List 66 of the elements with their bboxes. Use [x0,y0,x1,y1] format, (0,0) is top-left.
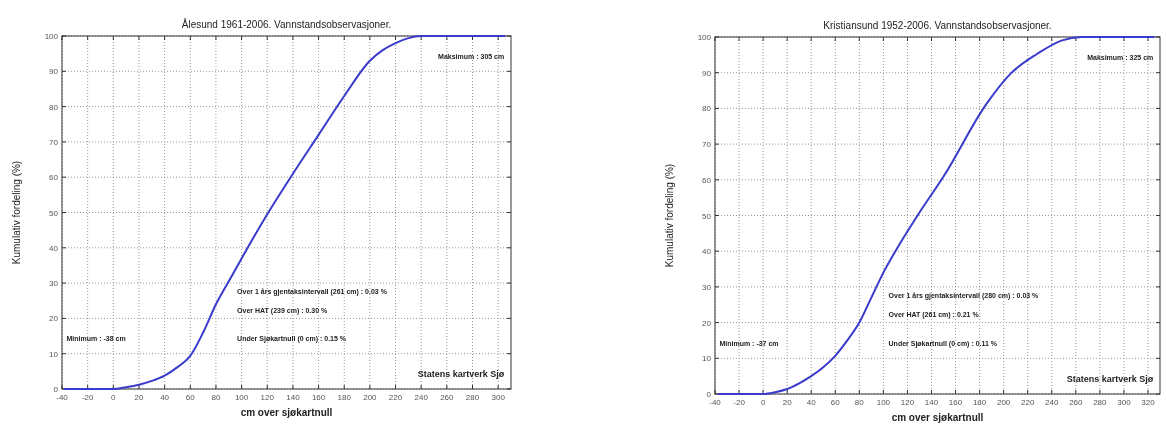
y-axis-title: Kumulativ fordeling (%) [11,160,22,265]
x-tick-label: 300 [1117,398,1132,407]
y-tick-label: 10 [49,349,59,359]
x-tick-label: -40 [709,398,722,407]
x-axis-title: cm over sjøkartnull [891,412,984,423]
x-tick-label: 280 [465,393,480,402]
annotation: Statens kartverk Sjø [417,368,505,379]
y-tick-label: 60 [49,173,59,183]
x-tick-label: 80 [854,398,865,407]
x-tick-label: 260 [1069,398,1084,407]
y-tick-label: 20 [702,318,712,328]
x-tick-label: 300 [491,393,506,402]
y-tick-label: 60 [702,175,712,185]
y-tick-label: 70 [702,140,712,150]
y-tick-label: 50 [49,208,59,218]
x-tick-label: 280 [1093,398,1108,407]
y-tick-label: 40 [49,243,59,253]
x-tick-label: -20 [81,393,94,402]
x-tick-label: 220 [388,393,403,402]
y-tick-label: 100 [44,32,59,41]
x-tick-label: 240 [1045,398,1059,407]
x-tick-label: 180 [972,398,987,407]
x-tick-label: 80 [211,393,221,402]
chart-title: Kristiansund 1952-2006. Vannstandsobservasjoner. [823,20,1052,31]
x-tick-label: 60 [830,398,841,407]
x-tick-label: 160 [948,398,963,407]
x-tick-label: 40 [160,393,170,402]
y-tick-label: 20 [49,314,59,324]
x-tick-label: 240 [414,393,429,402]
y-tick-label: 10 [702,354,712,364]
y-axis-title: Kumulativ fordeling (%) [664,163,675,268]
y-tick-label: 90 [702,68,712,78]
x-tick-label: 140 [924,398,939,407]
x-tick-label: 140 [286,393,301,402]
x-tick-label: 320 [1141,398,1156,407]
x-tick-label: 60 [185,393,196,402]
annotation: Statens kartverk Sjø [1066,373,1154,384]
x-tick-label: 40 [806,398,817,407]
y-tick-label: 30 [49,279,59,289]
x-tick-label: 200 [996,398,1011,407]
x-tick-label: -40 [56,393,69,402]
y-tick-label: 70 [49,137,59,147]
x-tick-label: 120 [900,398,915,407]
y-tick-label: 80 [702,104,712,114]
x-tick-label: 100 [876,398,891,407]
x-tick-label: -20 [733,398,746,407]
x-tick-label: 20 [782,398,793,407]
y-tick-label: 40 [702,247,712,257]
x-tick-label: 200 [363,393,378,402]
x-tick-label: 20 [134,393,144,402]
y-tick-label: 80 [49,102,59,112]
y-tick-label: 50 [702,211,712,221]
y-tick-label: 0 [53,385,59,394]
x-tick-label: 180 [337,393,352,402]
y-tick-label: 90 [49,67,59,77]
chart-title: Ålesund 1961-2006. Vannstandsobservasjoner. [181,18,392,30]
y-tick-label: 100 [697,33,712,42]
x-tick-label: 260 [440,393,455,402]
x-tick-label: 100 [234,393,249,402]
x-tick-label: 0 [111,393,117,402]
x-tick-label: 0 [760,398,766,407]
x-tick-label: 120 [260,393,275,402]
x-axis-title: cm over sjøkartnull [240,407,333,418]
x-tick-label: 160 [311,393,326,402]
x-tick-label: 220 [1021,398,1035,407]
y-tick-label: 30 [702,282,712,292]
